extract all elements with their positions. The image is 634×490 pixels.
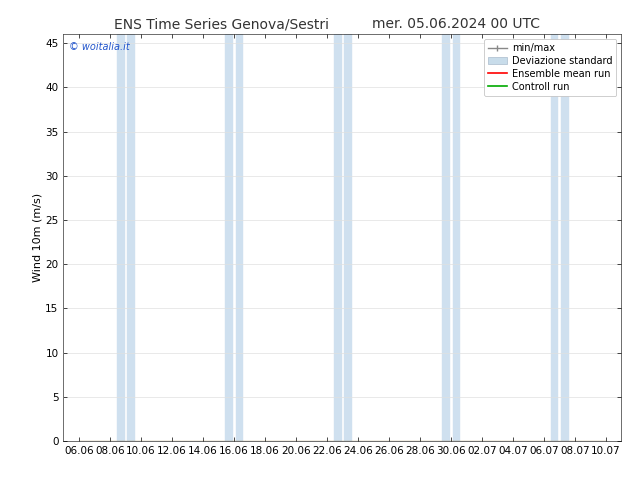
Bar — [117, 34, 124, 441]
Y-axis label: Wind 10m (m/s): Wind 10m (m/s) — [32, 193, 42, 282]
Text: mer. 05.06.2024 00 UTC: mer. 05.06.2024 00 UTC — [373, 17, 540, 31]
Text: © woitalia.it: © woitalia.it — [69, 43, 130, 52]
Legend: min/max, Deviazione standard, Ensemble mean run, Controll run: min/max, Deviazione standard, Ensemble m… — [484, 39, 616, 96]
Bar — [127, 34, 134, 441]
Bar — [561, 34, 568, 441]
Bar — [344, 34, 351, 441]
Bar — [236, 34, 242, 441]
Bar — [453, 34, 460, 441]
Bar — [551, 34, 557, 441]
Bar — [225, 34, 232, 441]
Bar — [443, 34, 449, 441]
Text: ENS Time Series Genova/Sestri: ENS Time Series Genova/Sestri — [114, 17, 330, 31]
Bar — [334, 34, 340, 441]
